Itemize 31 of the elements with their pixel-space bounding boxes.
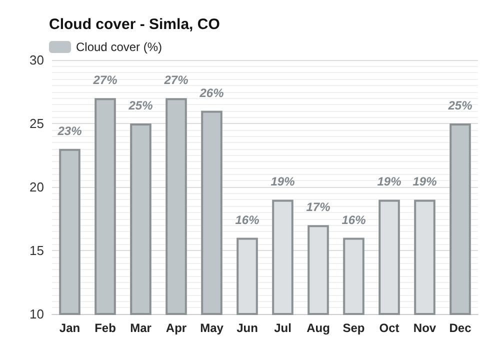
data-label: 25% [447,98,473,112]
x-tick-label: Dec [449,321,472,335]
x-tick-label: Nov [413,321,436,335]
x-tick-label: Sep [342,321,365,335]
data-label: 19% [270,174,296,189]
x-tick-label: Feb [94,321,116,335]
x-tick-label: Jul [274,321,292,335]
y-tick-label: 20 [30,180,44,194]
data-label: 27% [163,73,189,88]
x-tick-label: Jun [236,321,258,335]
y-tick-label: 30 [30,52,44,68]
data-label: 26% [198,86,224,100]
data-label: 16% [235,212,260,227]
x-tick-label: Aug [306,321,330,335]
data-label: 19% [412,174,438,189]
data-label: 25% [128,98,154,112]
data-label: 23% [56,124,82,138]
data-label: 16% [342,212,366,227]
y-tick-label: 10 [30,306,44,322]
data-label: 27% [92,73,118,88]
x-tick-label: Oct [379,321,400,335]
x-tick-label: Apr [166,321,187,335]
legend-label: Cloud cover (%) [76,40,162,54]
x-tick-label: Jan [59,321,80,335]
data-label: 19% [377,174,402,189]
chart-title: Cloud cover - Simla, CO [49,16,220,33]
y-tick-label: 25 [30,116,44,131]
y-tick-label: 15 [30,243,44,258]
x-tick-label: Mar [130,321,152,335]
x-tick-label: May [200,321,224,335]
data-label: 17% [306,200,331,214]
